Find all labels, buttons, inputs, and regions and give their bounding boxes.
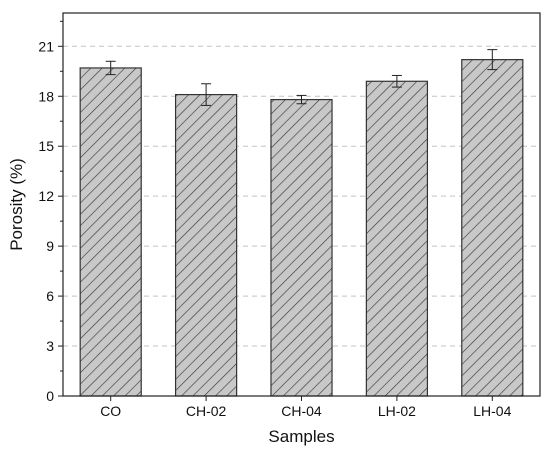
bar-lh-04 (461, 59, 524, 397)
x-tick-label: CO (100, 403, 121, 419)
axes: CO CH-02 CH-04 LH-02 LH-04 0 3 6 9 12 15 18 21 (38, 12, 541, 419)
y-tick-label: 3 (46, 338, 54, 354)
y-tick-label: 0 (46, 388, 54, 404)
bar-co (79, 67, 142, 397)
y-tick-label: 12 (38, 188, 54, 204)
y-tick-label: 6 (46, 288, 54, 304)
y-tick-label: 21 (38, 38, 54, 54)
y-tick-label: 15 (38, 138, 54, 154)
y-tick-label: 18 (38, 88, 54, 104)
x-tick-label: LH-04 (473, 403, 511, 419)
bar-lh-02 (365, 80, 429, 397)
plot-frame (62, 12, 541, 397)
x-axis-title: Samples (268, 427, 334, 446)
y-axis-title: Porosity (%) (7, 158, 26, 251)
bar-ch-04 (270, 98, 333, 397)
x-tick-label: LH-02 (378, 403, 416, 419)
y-tick-label: 9 (46, 238, 54, 254)
x-tick-label: CH-02 (186, 403, 227, 419)
x-tick-label: CH-04 (281, 403, 322, 419)
bars (79, 49, 524, 397)
bar-ch-02 (174, 93, 238, 397)
